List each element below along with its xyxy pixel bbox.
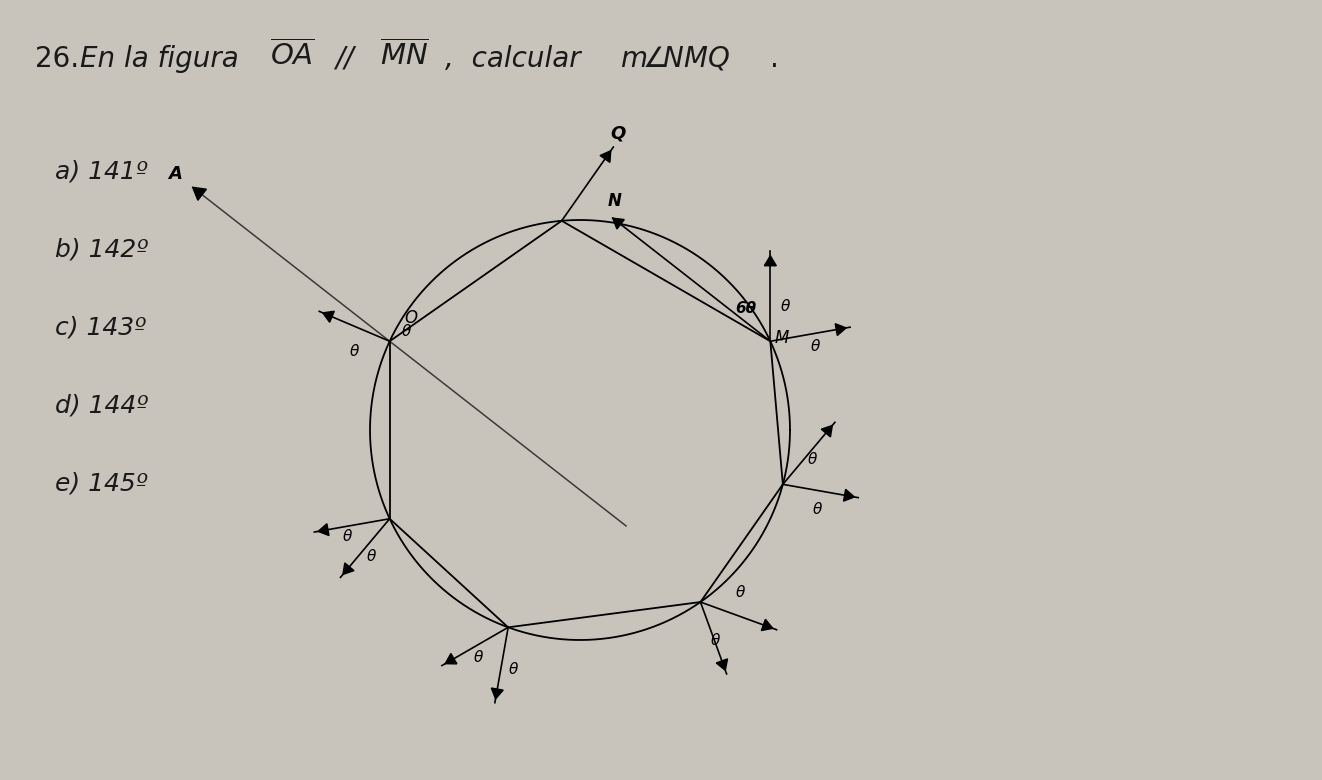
Text: a) 141º: a) 141º xyxy=(56,160,148,184)
Text: θ: θ xyxy=(350,344,360,359)
Text: θ: θ xyxy=(711,633,720,647)
Text: 6θ: 6θ xyxy=(735,301,756,316)
Polygon shape xyxy=(612,218,624,229)
Text: θ: θ xyxy=(509,662,518,677)
Text: O: O xyxy=(405,309,418,328)
Polygon shape xyxy=(600,151,611,162)
Text: M: M xyxy=(775,329,789,347)
Polygon shape xyxy=(342,563,354,574)
Text: $m\!\angle\!NMQ$: $m\!\angle\!NMQ$ xyxy=(620,45,730,73)
Polygon shape xyxy=(323,311,334,322)
Text: θ: θ xyxy=(368,549,377,564)
Polygon shape xyxy=(446,654,457,664)
Text: En la figura: En la figura xyxy=(81,45,239,73)
Text: b) 142º: b) 142º xyxy=(56,238,148,262)
Polygon shape xyxy=(821,425,833,437)
Text: c) 143º: c) 143º xyxy=(56,316,145,340)
Polygon shape xyxy=(761,619,773,630)
Text: θ: θ xyxy=(810,339,820,354)
Text: Q: Q xyxy=(611,124,625,142)
Polygon shape xyxy=(836,324,846,335)
Text: 26.: 26. xyxy=(34,45,79,73)
Text: θ: θ xyxy=(736,584,746,600)
Text: A: A xyxy=(168,165,181,183)
Polygon shape xyxy=(319,523,329,536)
Text: //: // xyxy=(334,45,354,73)
Text: e) 145º: e) 145º xyxy=(56,472,148,496)
Text: N: N xyxy=(608,192,621,210)
Text: θ: θ xyxy=(813,502,822,517)
Polygon shape xyxy=(717,659,727,670)
Polygon shape xyxy=(492,688,504,699)
Polygon shape xyxy=(764,256,776,266)
Text: ,  calcular: , calcular xyxy=(446,45,580,73)
Text: $\overline{MN}$: $\overline{MN}$ xyxy=(379,40,428,72)
Text: .: . xyxy=(769,45,779,73)
Polygon shape xyxy=(843,489,854,501)
Polygon shape xyxy=(193,187,206,200)
Text: θ: θ xyxy=(808,452,817,467)
Text: θ: θ xyxy=(342,530,353,544)
Text: θ: θ xyxy=(780,299,791,314)
Text: θ: θ xyxy=(402,324,411,339)
Text: d) 144º: d) 144º xyxy=(56,394,148,418)
Text: θ: θ xyxy=(473,650,483,665)
Text: $\overline{OA}$: $\overline{OA}$ xyxy=(270,40,315,72)
